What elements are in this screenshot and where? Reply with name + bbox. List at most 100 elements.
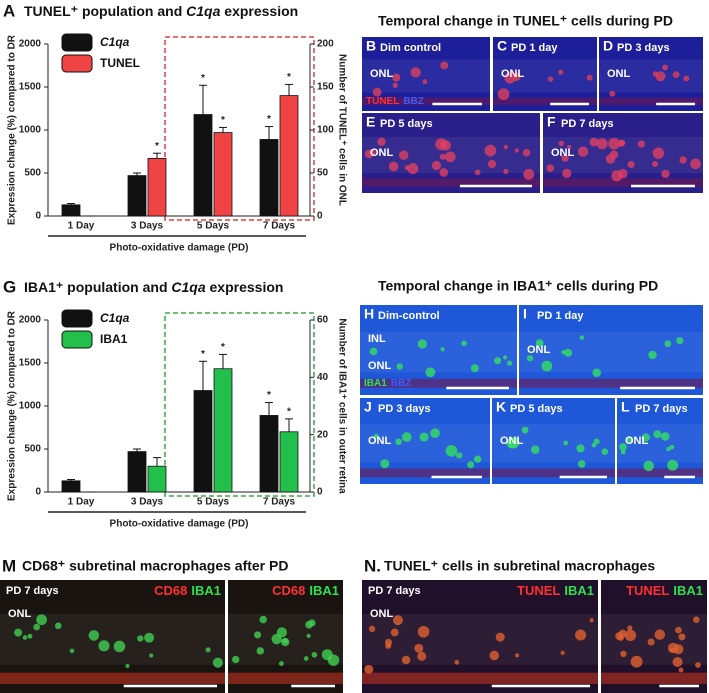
cell [669, 647, 674, 652]
legend-swatch [61, 309, 93, 328]
stain-legend: TUNEL IBA1 [517, 583, 594, 598]
title-part: TUNEL⁺ population and [24, 3, 186, 19]
x-axis-label: Photo-oxidative damage (PD) [110, 519, 249, 530]
panel-title: Temporal change in TUNEL⁺ cells during P… [378, 13, 673, 29]
cell [514, 148, 519, 153]
cell [589, 137, 599, 147]
image-label: PD 7 days [635, 403, 688, 415]
image-letter: J [364, 399, 372, 415]
cell [306, 633, 311, 638]
cell [22, 635, 28, 640]
cell [627, 160, 635, 169]
cell [88, 630, 100, 641]
cell [667, 642, 679, 654]
cell [470, 364, 479, 373]
image-label: PD 7 days [6, 585, 59, 597]
bar [279, 95, 299, 217]
cell [679, 156, 687, 164]
image-letter: B [366, 38, 376, 54]
x-tick-label: 3 Days [131, 497, 164, 508]
highlight-box [164, 312, 315, 497]
cell [611, 170, 623, 182]
y2-tick-label: 40 [317, 372, 329, 383]
cell [414, 643, 424, 653]
y2-tick-label: 150 [317, 82, 334, 93]
micrograph-layer [360, 423, 490, 463]
cell [672, 657, 683, 668]
x-tick-label: 1 Day [68, 221, 95, 232]
cell [303, 656, 309, 661]
y-tick-label: 0 [35, 211, 41, 222]
bar [147, 157, 167, 217]
y2-axis-label: Number of IBA1⁺ cells in outer retina [336, 318, 347, 494]
cell [530, 445, 540, 454]
stain-name: IBA1 [564, 583, 594, 598]
x-tick-label: 3 Days [131, 221, 164, 232]
y-tick-label: 2000 [19, 39, 42, 50]
image-label: PD 7 days [561, 118, 614, 130]
cell [695, 662, 701, 668]
image-label: PD 7 days [368, 585, 421, 597]
cell [377, 137, 386, 146]
cell [392, 73, 401, 82]
cell [372, 87, 382, 97]
cell [430, 428, 440, 439]
stain-name: IBA1 [364, 378, 387, 389]
cell [526, 355, 534, 362]
bar [279, 431, 299, 493]
cell [601, 448, 609, 456]
cell [592, 368, 602, 377]
cell [278, 661, 284, 666]
cell [137, 635, 144, 642]
cell [575, 629, 587, 641]
cell [311, 651, 318, 658]
cell [630, 655, 643, 668]
micrograph-layer [362, 59, 490, 93]
significance-marker: * [155, 141, 159, 152]
cell [388, 161, 399, 172]
cell [558, 140, 565, 147]
cell [321, 649, 333, 661]
micrograph-band [0, 672, 225, 684]
cell [369, 347, 378, 356]
bar [147, 465, 167, 493]
cell [512, 72, 521, 82]
bar [213, 132, 233, 217]
cell [27, 633, 33, 639]
cell [444, 151, 456, 163]
cell [36, 614, 47, 626]
cell [546, 164, 555, 173]
cell [521, 426, 529, 434]
legend-label: IBA1 [100, 332, 128, 346]
cell [672, 71, 680, 79]
legend-label: TUNEL [100, 56, 140, 70]
cell [675, 626, 682, 634]
bar [213, 368, 233, 493]
y-tick-label: 2000 [19, 315, 42, 326]
legend-label: C1qa [100, 311, 130, 325]
y2-axis-label: Number of TUNEL⁺ cells in ONL [336, 54, 347, 206]
cell [627, 625, 633, 631]
cell [497, 88, 510, 101]
cell [647, 638, 655, 646]
micrograph-band [519, 378, 703, 388]
micrograph-band [543, 178, 703, 187]
micrograph-band [362, 178, 540, 187]
cell [417, 651, 427, 661]
panel-letter: G [3, 277, 16, 296]
bar [259, 139, 279, 217]
panel-title: Temporal change in IBA1⁺ cells during PD [378, 278, 658, 294]
image-letter: D [603, 38, 613, 54]
stain-legend: CD68 IBA1 [272, 583, 339, 598]
cell [368, 625, 376, 633]
micrograph-band [362, 672, 598, 684]
y2-tick-label: 200 [317, 39, 334, 50]
significance-marker: * [287, 407, 291, 418]
cell [33, 623, 40, 631]
cell [417, 339, 428, 349]
image-label: PD 3 days [617, 42, 670, 54]
micrograph-band [360, 468, 490, 478]
micrograph-layer [0, 613, 225, 665]
tissue-label: ONL [501, 68, 525, 80]
